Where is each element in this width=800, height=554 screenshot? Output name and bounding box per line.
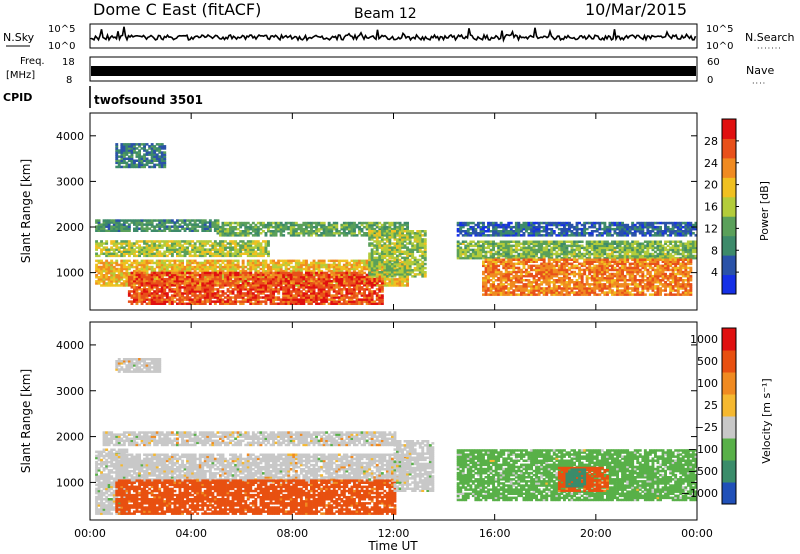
colorbar-tick-label: 24 xyxy=(704,157,718,170)
y-tick-label: 1000 xyxy=(56,267,84,280)
colorbar-tick-label: −25 xyxy=(695,421,718,434)
colorbar-tick-label: 8 xyxy=(711,244,718,257)
power-colorbar-label: Power [dB] xyxy=(758,181,771,241)
colorbar-swatch xyxy=(722,138,736,158)
colorbar-tick-label: 25 xyxy=(704,399,718,412)
x-tick-label: 20:00 xyxy=(580,527,612,540)
nsearch-tick-bottom: 10^0 xyxy=(706,41,733,52)
colorbar-swatch xyxy=(722,438,736,461)
cpid-label: CPID xyxy=(3,91,32,104)
colorbar-swatch xyxy=(722,328,736,351)
colorbar-swatch xyxy=(722,416,736,439)
nave-tick-bottom: 0 xyxy=(707,75,713,86)
nsearch-label: N.Search xyxy=(745,31,795,44)
colorbar-tick-label: 28 xyxy=(704,135,718,148)
beam-label: Beam 12 xyxy=(354,6,417,22)
date-label: 10/Mar/2015 xyxy=(585,0,687,19)
colorbar-tick-label: −100 xyxy=(688,443,718,456)
colorbar-tick-label: 500 xyxy=(697,355,718,368)
freq-tick-bottom: 8 xyxy=(66,75,72,86)
x-axis-label: Time UT xyxy=(367,539,418,553)
y-tick-label: 4000 xyxy=(56,339,84,352)
colorbar-tick-label: 20 xyxy=(704,179,718,192)
colorbar-swatch xyxy=(722,158,736,178)
nsearch-dotted-icon: ······· xyxy=(757,44,782,53)
cpid-program: twofsound 3501 xyxy=(94,93,203,107)
colorbar-tick-label: −1000 xyxy=(681,487,718,500)
colorbar-swatch xyxy=(722,255,736,275)
colorbar-swatch xyxy=(722,482,736,505)
nave-trace xyxy=(91,68,696,75)
colorbar-tick-label: 4 xyxy=(711,266,718,279)
freq-tick-top: 18 xyxy=(62,57,75,68)
radar-summary-figure: Dome C East (fitACF) Beam 12 10/Mar/2015… xyxy=(0,0,800,554)
y-tick-label: 2000 xyxy=(56,431,84,444)
power-y-label: Slant Range [km] xyxy=(19,159,33,263)
colorbar-swatch xyxy=(722,275,736,295)
y-tick-label: 2000 xyxy=(56,221,84,234)
nsky-panel: N.Sky 10^5 10^0 10^5 10^0 N.Search ·····… xyxy=(3,24,795,53)
x-tick-label: 08:00 xyxy=(276,527,308,540)
nsky-label: N.Sky xyxy=(3,31,35,44)
colorbar-swatch xyxy=(722,216,736,236)
y-tick-label: 3000 xyxy=(56,175,84,188)
colorbar-swatch xyxy=(722,394,736,417)
y-tick-label: 3000 xyxy=(56,385,84,398)
colorbar-swatch xyxy=(722,177,736,197)
x-tick-label: 16:00 xyxy=(479,527,511,540)
colorbar-swatch xyxy=(722,372,736,395)
nsky-tick-bottom: 10^0 xyxy=(48,41,75,52)
power-panel: 1000 2000 3000 4000 Slant Range [km] 4 8 12 16… xyxy=(19,113,771,310)
figure-title: Dome C East (fitACF) xyxy=(93,0,261,19)
nave-tick-top: 60 xyxy=(707,57,720,68)
colorbar-tick-label: −500 xyxy=(688,465,718,478)
colorbar-swatch xyxy=(722,197,736,217)
velocity-colorbar-label: Velocity [m s⁻¹] xyxy=(760,378,773,463)
colorbar-swatch xyxy=(722,460,736,483)
power-colorbar: 4 8 12 16 20 24 28 xyxy=(704,119,739,295)
freq-unit-label: [MHz] xyxy=(6,70,35,81)
colorbar-tick-label: 16 xyxy=(704,201,718,214)
x-tick-label: 00:00 xyxy=(681,527,713,540)
nsearch-tick-top: 10^5 xyxy=(706,24,733,35)
freq-panel: Freq. [MHz] 18 8 60 0 Nave ···· xyxy=(6,56,774,88)
y-tick-label: 4000 xyxy=(56,130,84,143)
colorbar-tick-label: 1000 xyxy=(690,333,718,346)
x-tick-label: 04:00 xyxy=(175,527,207,540)
colorbar-tick-label: 12 xyxy=(704,222,718,235)
nave-dotted-icon: ···· xyxy=(752,79,766,88)
colorbar-tick-label: 100 xyxy=(697,377,718,390)
colorbar-swatch xyxy=(722,236,736,256)
colorbar-swatch xyxy=(722,119,736,139)
nsky-tick-top: 10^5 xyxy=(48,24,75,35)
colorbar-swatch xyxy=(722,350,736,373)
velocity-y-label: Slant Range [km] xyxy=(19,369,33,473)
cpid-panel: CPID twofsound 3501 xyxy=(3,86,203,108)
y-tick-label: 1000 xyxy=(56,476,84,489)
x-tick-label: 00:00 xyxy=(74,527,106,540)
nave-label: Nave xyxy=(746,64,774,77)
freq-label: Freq. xyxy=(20,56,45,67)
